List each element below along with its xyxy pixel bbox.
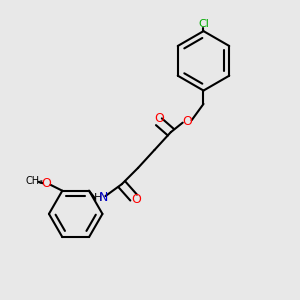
Text: H: H [94, 193, 102, 202]
Text: O: O [132, 193, 142, 206]
Text: Cl: Cl [198, 19, 209, 29]
Text: O: O [182, 115, 192, 128]
Text: O: O [41, 177, 51, 190]
Text: N: N [98, 191, 108, 204]
Text: CH₃: CH₃ [25, 176, 43, 186]
Text: O: O [154, 112, 164, 125]
